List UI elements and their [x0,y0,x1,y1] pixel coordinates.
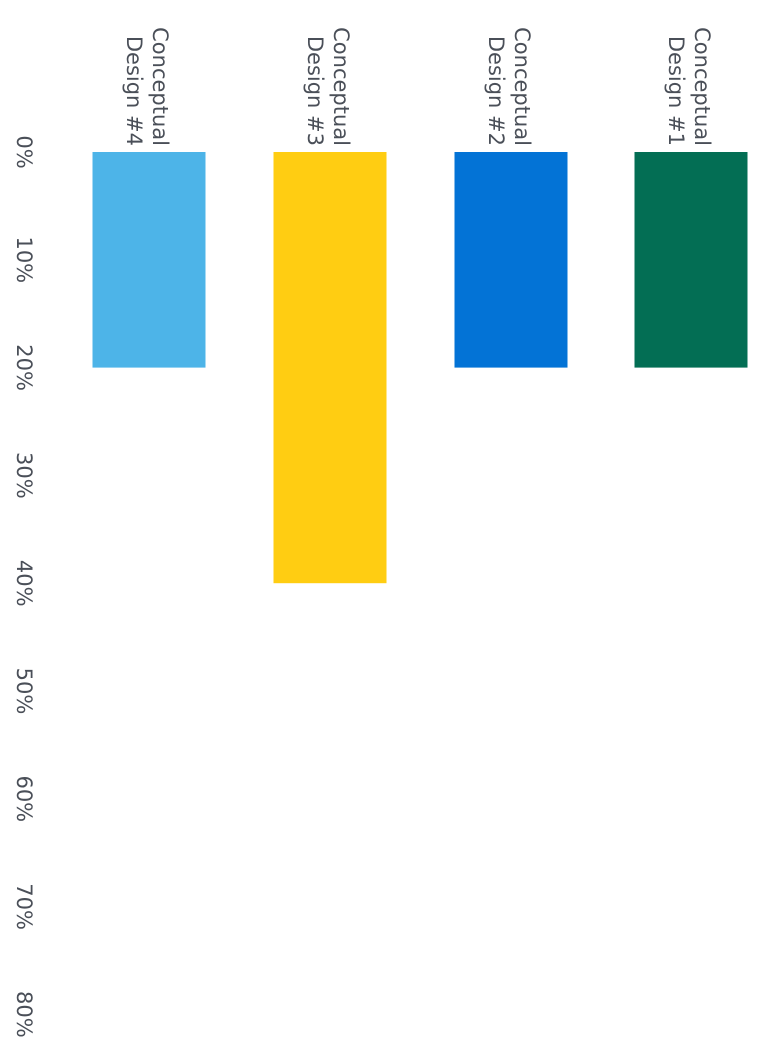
bar-conceptual-design-2 [454,152,568,368]
bar-conceptual-design-3 [273,152,387,584]
category-label-4: ConceptualDesign #4 [122,27,172,146]
category-label-2: ConceptualDesign #2 [484,27,534,146]
tick-label: 60% [12,775,36,822]
category-axis: ConceptualDesign #1 ConceptualDesign #2 Co… [122,27,714,146]
bar-conceptual-design-1 [634,152,748,368]
category-label-1: ConceptualDesign #1 [664,27,714,146]
tick-label: 0% [12,135,36,168]
bar-conceptual-design-4 [92,152,206,368]
bars [92,152,748,584]
tick-label: 70% [12,883,36,930]
tick-label: 30% [12,452,36,499]
tick-label: 40% [12,560,36,607]
tick-label: 80% [12,991,36,1038]
tick-label: 50% [12,668,36,715]
value-axis: 0% 10% 20% 30% 40% 50% 60% 70% 80% [12,135,36,1037]
tick-label: 10% [12,236,36,283]
tick-label: 20% [12,344,36,391]
category-label-3: ConceptualDesign #3 [303,27,353,146]
